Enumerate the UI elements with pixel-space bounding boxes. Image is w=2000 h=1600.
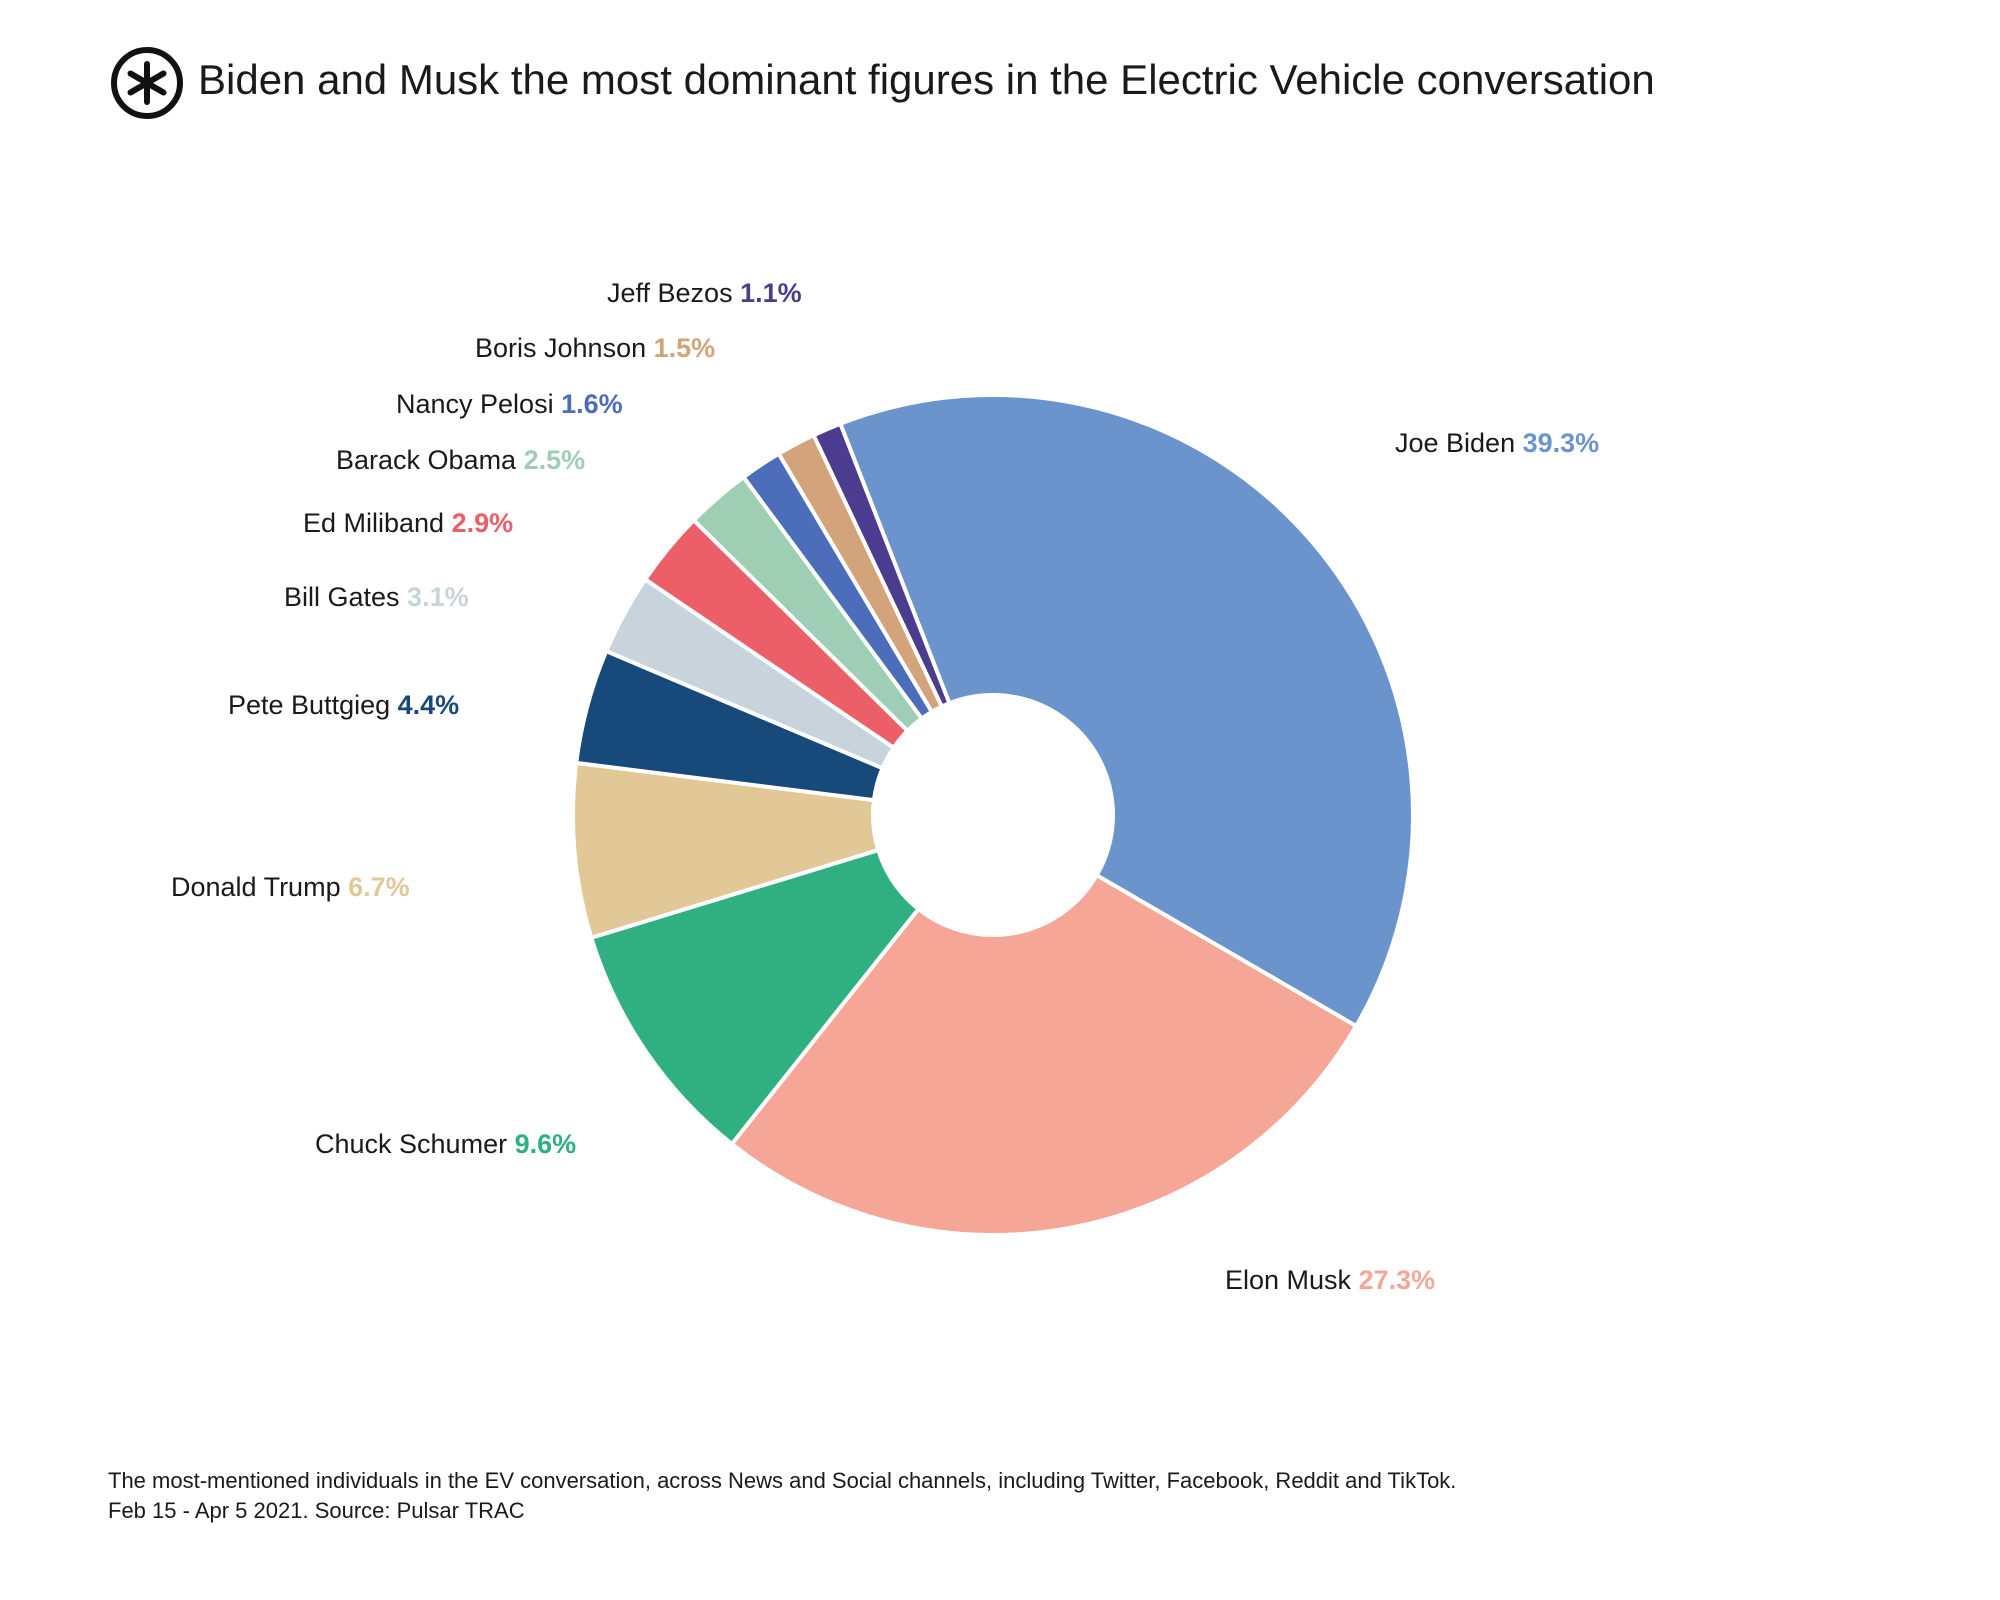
label-name-joe-biden: Joe Biden	[1395, 428, 1523, 458]
label-jeff-bezos: Jeff Bezos 1.1%	[607, 278, 802, 308]
label-name-jeff-bezos: Jeff Bezos	[607, 278, 740, 308]
footnote-line-1: The most-mentioned individuals in the EV…	[108, 1468, 1457, 1493]
label-name-nancy-pelosi: Nancy Pelosi	[396, 389, 561, 419]
label-joe-biden: Joe Biden 39.3%	[1395, 428, 1599, 458]
label-value-joe-biden: 39.3%	[1523, 428, 1600, 458]
label-boris-johnson: Boris Johnson 1.5%	[475, 333, 715, 363]
slice-elon-musk	[729, 872, 1359, 1237]
label-value-ed-miliband: 2.9%	[452, 508, 514, 538]
label-name-pete-buttgieg: Pete Buttgieg	[228, 690, 398, 720]
label-value-pete-buttgieg: 4.4%	[398, 690, 460, 720]
label-value-nancy-pelosi: 1.6%	[561, 389, 623, 419]
slice-chuck-schumer	[588, 847, 922, 1147]
label-name-elon-musk: Elon Musk	[1225, 1265, 1359, 1295]
asterisk-circle-icon	[111, 47, 183, 119]
slice-jeff-bezos	[811, 421, 952, 710]
label-value-chuck-schumer: 9.6%	[515, 1129, 577, 1159]
label-barack-obama: Barack Obama 2.5%	[336, 445, 585, 475]
label-name-barack-obama: Barack Obama	[336, 445, 524, 475]
slice-donald-trump	[571, 760, 881, 941]
label-value-donald-trump: 6.7%	[348, 872, 410, 902]
label-chuck-schumer: Chuck Schumer 9.6%	[315, 1129, 576, 1159]
label-nancy-pelosi: Nancy Pelosi 1.6%	[396, 389, 623, 419]
footnote-line-2: Feb 15 - Apr 5 2021. Source: Pulsar TRAC	[108, 1498, 525, 1523]
label-name-donald-trump: Donald Trump	[171, 872, 348, 902]
label-value-jeff-bezos: 1.1%	[740, 278, 802, 308]
label-ed-miliband: Ed Miliband 2.9%	[303, 508, 513, 538]
label-bill-gates: Bill Gates 3.1%	[284, 582, 469, 612]
label-value-elon-musk: 27.3%	[1359, 1265, 1436, 1295]
chart-title: Biden and Musk the most dominant figures…	[198, 56, 1655, 103]
label-pete-buttgieg: Pete Buttgieg 4.4%	[228, 690, 459, 720]
label-name-chuck-schumer: Chuck Schumer	[315, 1129, 515, 1159]
label-donald-trump: Donald Trump 6.7%	[171, 872, 410, 902]
label-name-bill-gates: Bill Gates	[284, 582, 407, 612]
slice-joe-biden	[837, 393, 1415, 1029]
chart-footnote: The most-mentioned individuals in the EV…	[108, 1466, 1456, 1526]
label-value-barack-obama: 2.5%	[524, 445, 586, 475]
label-name-boris-johnson: Boris Johnson	[475, 333, 654, 363]
label-name-ed-miliband: Ed Miliband	[303, 508, 452, 538]
label-value-boris-johnson: 1.5%	[654, 333, 716, 363]
label-elon-musk: Elon Musk 27.3%	[1225, 1265, 1435, 1295]
label-value-bill-gates: 3.1%	[407, 582, 469, 612]
